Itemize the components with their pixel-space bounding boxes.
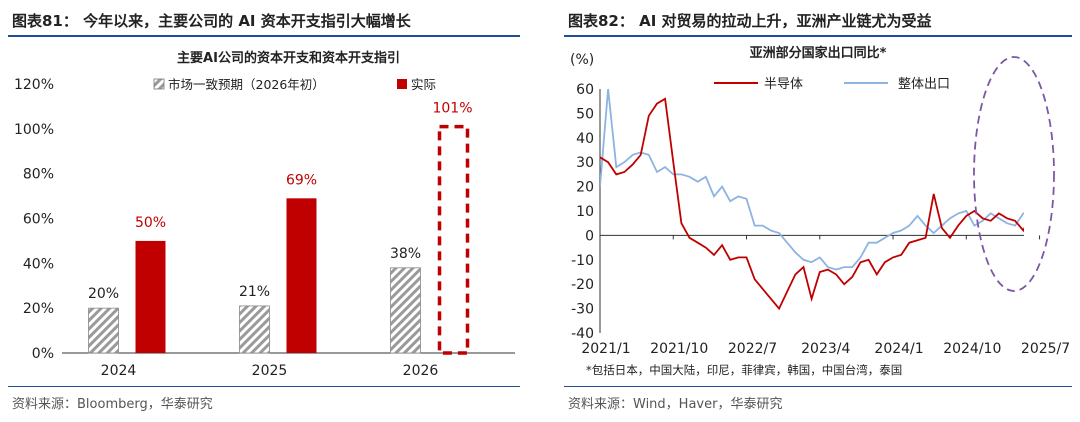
chart-footnote: *包括日本，中国大陆，印尼，菲律宾，韩国，中国台湾，泰国 — [586, 363, 902, 377]
left-figure-title: 图表81： 今年以来，主要公司的 AI 资本开支指引大幅增长 — [12, 12, 411, 30]
legend-label-semiconductor: 半导体 — [764, 77, 803, 92]
y-tick-label: 20% — [23, 301, 54, 317]
legend-swatch-actual — [397, 79, 407, 89]
bar-label-consensus-2025: 21% — [239, 284, 270, 300]
y-tick-label: 0% — [32, 346, 54, 362]
y-tick-label: -20 — [571, 277, 594, 293]
y-tick-label: -10 — [571, 253, 594, 269]
series-line-total-exports — [600, 89, 1024, 271]
left-figure-panel: 图表81： 今年以来，主要公司的 AI 资本开支指引大幅增长 主要AI公司的资本… — [0, 0, 528, 422]
y-tick-label: 40% — [23, 256, 54, 272]
bar-consensus-2026 — [390, 267, 421, 354]
y-tick-label: 80% — [23, 167, 54, 183]
y-tick-label: 20 — [576, 180, 594, 196]
y-tick-label: 40 — [576, 131, 594, 147]
highlight-ellipse — [973, 56, 1055, 292]
left-bottom-rule — [8, 386, 520, 387]
x-tick-label: 2021/10 — [650, 341, 708, 357]
bar-chart: 主要AI公司的资本开支和资本开支指引 0% 20% 40% 60% 80% 100% 120%… — [14, 50, 515, 379]
series-line-semiconductor — [600, 97, 1024, 311]
right-source-note: 资料来源：Wind，Haver，华泰研究 — [568, 397, 783, 412]
right-bottom-rule — [564, 386, 1072, 387]
bar-consensus-2024 — [88, 307, 119, 354]
x-category-label-2025: 2025 — [252, 363, 288, 379]
bar-label-actual-2025: 69% — [286, 172, 317, 188]
y-tick-label: 100% — [14, 122, 54, 138]
x-tick-label: 2024/10 — [943, 341, 1001, 357]
bar-chart-title: 主要AI公司的资本开支和资本开支指引 — [177, 50, 400, 66]
y-tick-label: 0 — [585, 228, 594, 244]
bar-label-actual-2026: 101% — [432, 101, 472, 117]
right-figure-panel: 图表82： AI 对贸易的拉动上升，亚洲产业链尤为受益 亚洲部分国家出口同比* (… — [556, 0, 1080, 422]
bar-actual-2026 — [437, 124, 470, 355]
x-tick-label: 2023/4 — [801, 341, 850, 357]
bar-label-actual-2024: 50% — [135, 215, 166, 231]
bar-consensus-2025 — [239, 305, 270, 354]
bar-label-consensus-2024: 20% — [88, 286, 119, 302]
x-tick-label: 2022/7 — [728, 341, 777, 357]
right-figure-title: 图表82： AI 对贸易的拉动上升，亚洲产业链尤为受益 — [568, 12, 932, 30]
y-tick-label: 60% — [23, 212, 54, 228]
legend-label-actual: 实际 — [411, 77, 436, 92]
legend-label-consensus: 市场一致预期（2026年初） — [168, 77, 325, 92]
line-chart-title: 亚洲部分国家出口同比* — [750, 45, 887, 61]
y-tick-label: 60 — [576, 82, 594, 98]
bar-actual-2025 — [286, 198, 317, 353]
x-tick-label: 2025/7 — [1021, 341, 1070, 357]
x-category-label-2024: 2024 — [101, 363, 137, 379]
y-axis-unit-label: (%) — [570, 52, 594, 68]
y-tick-label: -30 — [571, 302, 594, 318]
y-tick-label: 10 — [576, 204, 594, 220]
legend-label-total-exports: 整体出口 — [898, 77, 950, 92]
y-tick-label: 50 — [576, 106, 594, 122]
bar-label-consensus-2026: 38% — [390, 246, 421, 262]
left-source-note: 资料来源：Bloomberg，华泰研究 — [12, 397, 213, 412]
right-title-rule — [564, 35, 1072, 37]
x-tick-label: 2024/1 — [874, 341, 923, 357]
y-tick-label: -40 — [571, 326, 594, 342]
y-tick-label: 30 — [576, 155, 594, 171]
legend-swatch-consensus — [153, 78, 165, 90]
left-title-rule — [8, 35, 520, 37]
bar-actual-2024 — [135, 240, 166, 353]
line-chart: 亚洲部分国家出口同比*(%)6050403020100-10-20-30-402… — [570, 45, 1070, 377]
y-tick-label: 120% — [14, 77, 54, 93]
x-category-label-2026: 2026 — [403, 363, 439, 379]
x-tick-label: 2021/1 — [581, 341, 630, 357]
